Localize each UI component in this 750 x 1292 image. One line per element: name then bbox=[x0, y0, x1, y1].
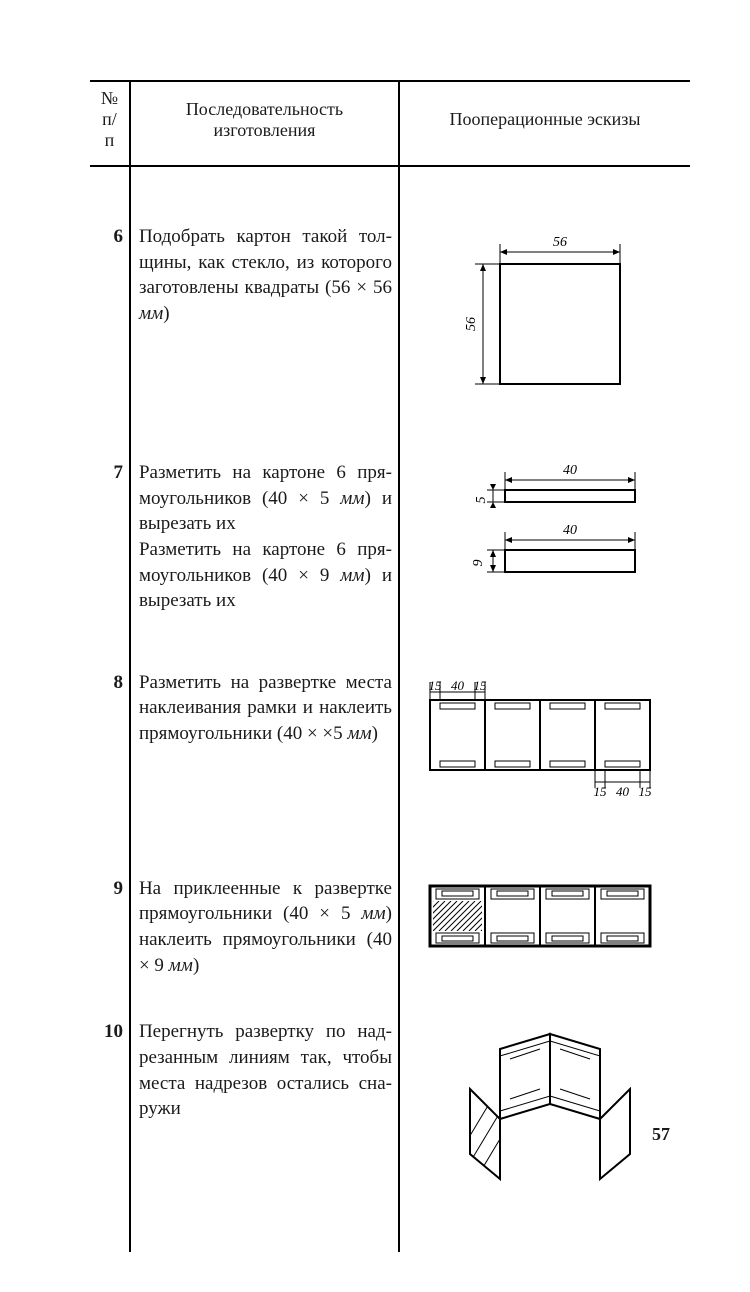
svg-text:5: 5 bbox=[474, 497, 489, 504]
sketch-folded-3d bbox=[440, 1019, 650, 1189]
sketch-strip-marks: 15 40 15 15 40 15 bbox=[410, 670, 680, 820]
svg-text:15: 15 bbox=[473, 678, 487, 693]
row-number: 8 bbox=[90, 662, 130, 828]
row-number: 9 bbox=[90, 868, 130, 987]
table-row: 9На приклеенные к развертке прямоугольни… bbox=[90, 868, 690, 987]
row-number: 6 bbox=[90, 216, 130, 412]
sketch-square-56: 56 56 bbox=[445, 224, 645, 404]
header-num: № п/п bbox=[90, 81, 130, 166]
row-description: Разметить на картоне 6 пря­моугольников … bbox=[130, 452, 399, 622]
page: № п/п Последовательность изготовления По… bbox=[0, 0, 750, 1292]
row-sketch: 40 5 40 9 bbox=[399, 452, 690, 622]
row-sketch: 56 56 bbox=[399, 216, 690, 412]
row-sketch bbox=[399, 1011, 690, 1197]
svg-text:15: 15 bbox=[593, 784, 607, 799]
sketch-two-rects: 40 5 40 9 bbox=[435, 460, 655, 590]
header-sketch: Пооперационные эскизы bbox=[399, 81, 690, 166]
svg-text:15: 15 bbox=[428, 678, 442, 693]
row-description: Перегнуть развертку по над­резанным лини… bbox=[130, 1011, 399, 1197]
svg-text:40: 40 bbox=[563, 523, 577, 538]
svg-text:15: 15 bbox=[638, 784, 652, 799]
row-number: 7 bbox=[90, 452, 130, 622]
row-number: 10 bbox=[90, 1011, 130, 1197]
row-description: На приклеенные к развертке прямоугольник… bbox=[130, 868, 399, 987]
table-row: 8Разметить на развертке места наклеивани… bbox=[90, 662, 690, 828]
row-description: Разметить на развертке места наклеивания… bbox=[130, 662, 399, 828]
row-sketch: 15 40 15 15 40 15 bbox=[399, 662, 690, 828]
svg-text:56: 56 bbox=[553, 235, 567, 250]
svg-text:40: 40 bbox=[616, 784, 630, 799]
page-number: 57 bbox=[652, 1124, 670, 1145]
instruction-table: № п/п Последовательность изготовления По… bbox=[90, 80, 690, 1252]
svg-text:40: 40 bbox=[451, 678, 465, 693]
svg-text:56: 56 bbox=[464, 317, 479, 331]
row-description: Подобрать картон такой тол­щины, как сте… bbox=[130, 216, 399, 412]
row-sketch bbox=[399, 868, 690, 987]
table-row: 10Перегнуть развертку по над­резанным ли… bbox=[90, 1011, 690, 1197]
table-row: 6Подобрать картон такой тол­щины, как ст… bbox=[90, 216, 690, 412]
header-desc: Последовательность изготовления bbox=[130, 81, 399, 166]
svg-text:40: 40 bbox=[563, 463, 577, 478]
table-row: 7Разметить на картоне 6 пря­моугольников… bbox=[90, 452, 690, 622]
svg-text:9: 9 bbox=[471, 560, 486, 567]
sketch-strip-hatched bbox=[410, 876, 680, 961]
